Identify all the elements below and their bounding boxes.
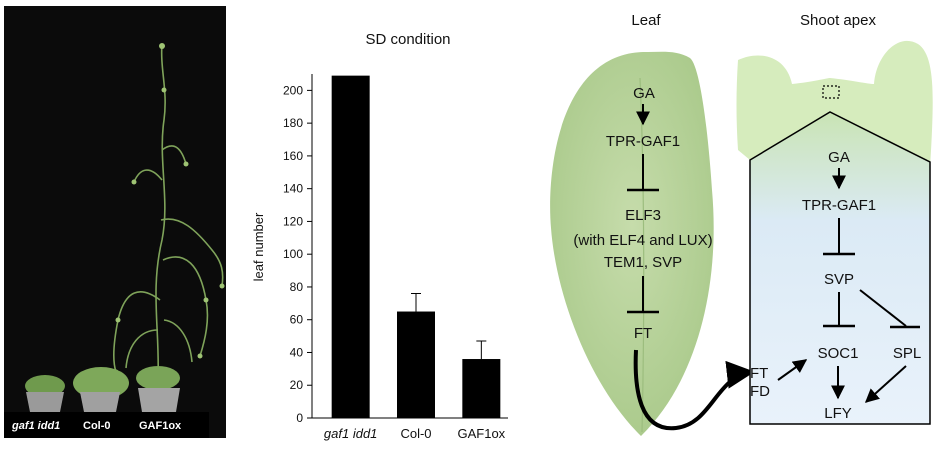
- apex-arrow-ftfd-soc1: [777, 359, 808, 381]
- leaf-tem1-svp: TEM1, SVP: [604, 254, 682, 271]
- apex-tpr-gaf1: TPR-GAF1: [802, 197, 876, 214]
- leaf-diagram: Leaf GA TPR-GAF1 ELF3 (with ELF4 and LUX…: [550, 12, 755, 437]
- apex-lfy: LFY: [824, 405, 852, 422]
- leaf-tpr-gaf1: TPR-GAF1: [606, 133, 680, 150]
- ft-transport-arrow: [633, 349, 755, 431]
- x-tick-label: gaf1 idd1: [324, 426, 378, 441]
- plant-photo: gaf1 idd1 Col-0 GAF1ox: [4, 6, 226, 438]
- bar: [331, 75, 370, 418]
- pot-1: [26, 392, 64, 412]
- chart-title: SD condition: [365, 31, 450, 48]
- y-tick-label: 60: [290, 313, 304, 327]
- leaf-elf3: ELF3: [625, 207, 661, 224]
- apex-fd: FD: [750, 383, 770, 400]
- x-tick-label: Col-0: [400, 426, 431, 441]
- bar: [462, 359, 501, 418]
- apex-zoom-box: [822, 85, 840, 99]
- apex-zoom-outline: [749, 111, 931, 425]
- apex-title: Shoot apex: [800, 12, 876, 29]
- bar-chart: SD condition leaf number 0 20 40 60 80 100 120…: [251, 31, 508, 441]
- leaf-ga: GA: [633, 85, 655, 102]
- y-tick-label: 160: [283, 149, 303, 163]
- shoot-apex-diagram: Shoot apex GA TPR-GAF1 SVP SOC1 SPL LFY …: [736, 12, 933, 425]
- apex-spl: SPL: [893, 345, 921, 362]
- leaf-ft: FT: [634, 325, 652, 342]
- photo-label-gaf1ox: GAF1ox: [139, 420, 182, 432]
- gaf1ox-rosette: [136, 366, 180, 390]
- y-tick-label: 120: [283, 214, 303, 228]
- apex-arrow-spl-lfy: [864, 365, 907, 403]
- leaf-title: Leaf: [631, 12, 661, 29]
- pot-2: [80, 392, 120, 412]
- apex-soc1: SOC1: [818, 345, 859, 362]
- pot-3: [138, 388, 180, 412]
- photo-label-bar: [4, 412, 209, 438]
- leaf-shape: [550, 51, 714, 437]
- photo-label-col0: Col-0: [83, 420, 111, 432]
- gaf1-idd1-rosette: [25, 375, 65, 397]
- bar: [397, 311, 435, 418]
- y-tick-label: 180: [283, 116, 303, 130]
- y-tick-label: 200: [283, 83, 303, 97]
- photo-label-gaf1-idd1: gaf1 idd1: [11, 420, 60, 432]
- y-tick-label: 100: [283, 247, 303, 261]
- y-tick-label: 0: [296, 411, 303, 425]
- apex-zoom-region: [750, 112, 930, 424]
- y-tick-label: 20: [290, 378, 304, 392]
- col0-rosette: [73, 367, 129, 399]
- apex-svp: SVP: [824, 271, 854, 288]
- y-tick-label: 140: [283, 182, 303, 196]
- chart-y-axis-label: leaf number: [251, 212, 266, 281]
- leaf-with-elf4-lux: (with ELF4 and LUX): [573, 232, 712, 249]
- apex-inhibit-svp-spl: [859, 289, 907, 327]
- y-tick-label: 80: [290, 280, 304, 294]
- y-tick-label: 40: [290, 345, 304, 359]
- apex-ga: GA: [828, 149, 850, 166]
- x-tick-label: GAF1ox: [457, 426, 505, 441]
- apex-ft: FT: [750, 365, 768, 382]
